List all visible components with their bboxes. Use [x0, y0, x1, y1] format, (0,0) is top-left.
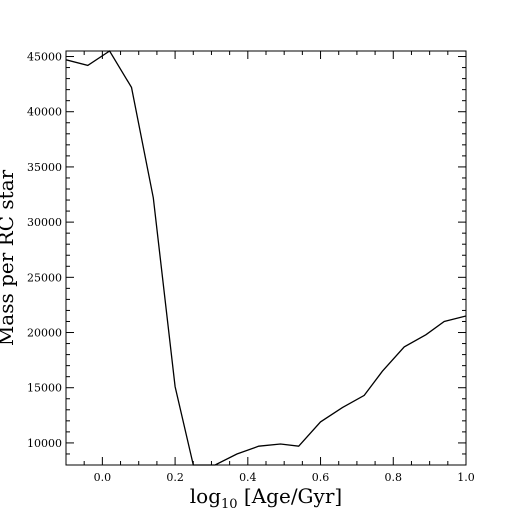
- y-tick-label: 30000: [27, 216, 62, 229]
- x-tick-label: 0.0: [94, 471, 112, 484]
- x-tick-label: 1.0: [457, 471, 475, 484]
- y-tick-label: 25000: [27, 271, 62, 284]
- y-tick-label: 20000: [27, 327, 62, 340]
- plot-area: [66, 50, 466, 466]
- y-tick-label: 10000: [27, 437, 62, 450]
- x-tick-label: 0.4: [239, 471, 257, 484]
- y-tick-label: 35000: [27, 161, 62, 174]
- x-tick-label: 0.8: [385, 471, 403, 484]
- y-tick-label: 45000: [27, 51, 62, 64]
- tick-labels: 0.0 0.2 0.4 0.6 0.8 1.0 10000 15000 20000 25000 30…: [27, 51, 475, 484]
- series-line-0: [66, 50, 466, 466]
- x-axis-label-subscript: 10: [221, 497, 238, 512]
- x-axis-label-base: log: [190, 484, 221, 508]
- y-tick-label: 15000: [27, 382, 62, 395]
- x-axis-label-rest: [Age/Gyr]: [238, 484, 343, 508]
- x-axis-label: log10 [Age/Gyr]: [190, 484, 342, 512]
- x-tick-label: 0.2: [166, 471, 184, 484]
- y-axis-label: Mass per RC star: [0, 169, 18, 346]
- x-tick-label: 0.6: [312, 471, 330, 484]
- plot-frame: [65, 50, 467, 466]
- y-tick-label: 40000: [27, 106, 62, 119]
